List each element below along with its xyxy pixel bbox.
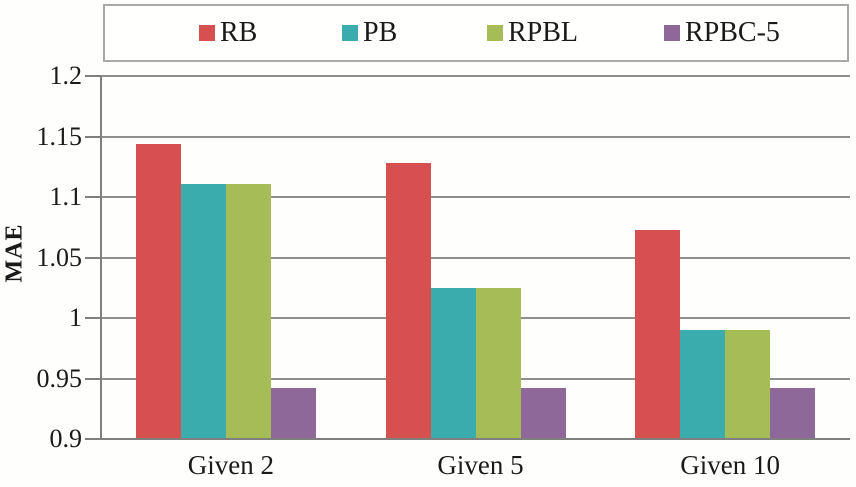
bar-pb-given-10 — [680, 330, 726, 439]
y-tick-label: 1.15 — [36, 121, 83, 151]
x-axis-line — [100, 438, 850, 440]
x-category-label: Given 2 — [187, 450, 274, 480]
y-tick-mark — [85, 135, 101, 138]
legend-item-pb: PB — [342, 6, 397, 60]
bar-pb-given-2 — [180, 183, 226, 439]
gridline — [101, 135, 850, 138]
legend-item-rpbl: RPBL — [487, 6, 578, 60]
legend-label: RPBC-5 — [685, 17, 780, 48]
y-axis-title: MAE — [1, 223, 28, 282]
y-tick-label: 1 — [69, 303, 82, 332]
y-tick-label: 1.1 — [49, 182, 83, 211]
y-tick-mark — [85, 196, 101, 198]
bar-rpbl-given-2 — [225, 183, 271, 439]
bar-rpbl-given-5 — [475, 287, 521, 439]
legend-item-rb: RB — [199, 6, 257, 60]
legend-item-rpbc-5: RPBC-5 — [664, 6, 780, 60]
bar-rpbc-5-given-2 — [270, 388, 316, 439]
y-tick-label: 1.2 — [49, 61, 83, 90]
x-category-label: Given 10 — [680, 450, 781, 480]
y-tick-label: 0.95 — [36, 363, 83, 393]
legend-swatch-icon — [487, 25, 503, 41]
y-tick-label: 1.05 — [36, 242, 83, 272]
y-tick-mark — [85, 256, 101, 259]
bar-rpbl-given-10 — [725, 330, 771, 439]
y-tick-mark — [85, 317, 101, 319]
bar-rpbc-5-given-10 — [770, 388, 816, 439]
legend-label: RPBL — [508, 17, 579, 48]
legend-label: RB — [220, 17, 258, 48]
gridline — [101, 256, 850, 259]
y-tick-mark — [85, 438, 101, 440]
bar-pb-given-5 — [430, 287, 476, 439]
y-tick-label: 0.9 — [49, 424, 83, 453]
chart-legend: RB PB RPBL RPBC-5 — [103, 4, 849, 62]
legend-swatch-icon — [664, 25, 680, 41]
y-axis-line — [100, 76, 102, 439]
plot-area — [101, 75, 850, 439]
bar-rpbc-5-given-5 — [520, 388, 566, 439]
y-tick-mark — [85, 377, 101, 380]
legend-swatch-icon — [199, 25, 215, 41]
gridline — [101, 75, 850, 77]
x-category-label: Given 5 — [437, 450, 524, 480]
bar-rb-given-5 — [385, 163, 431, 439]
legend-label: PB — [363, 17, 398, 48]
gridline — [101, 196, 850, 198]
legend-swatch-icon — [342, 25, 358, 41]
y-tick-mark — [85, 75, 101, 77]
bar-rb-given-2 — [135, 143, 181, 439]
bar-rb-given-10 — [635, 229, 681, 439]
